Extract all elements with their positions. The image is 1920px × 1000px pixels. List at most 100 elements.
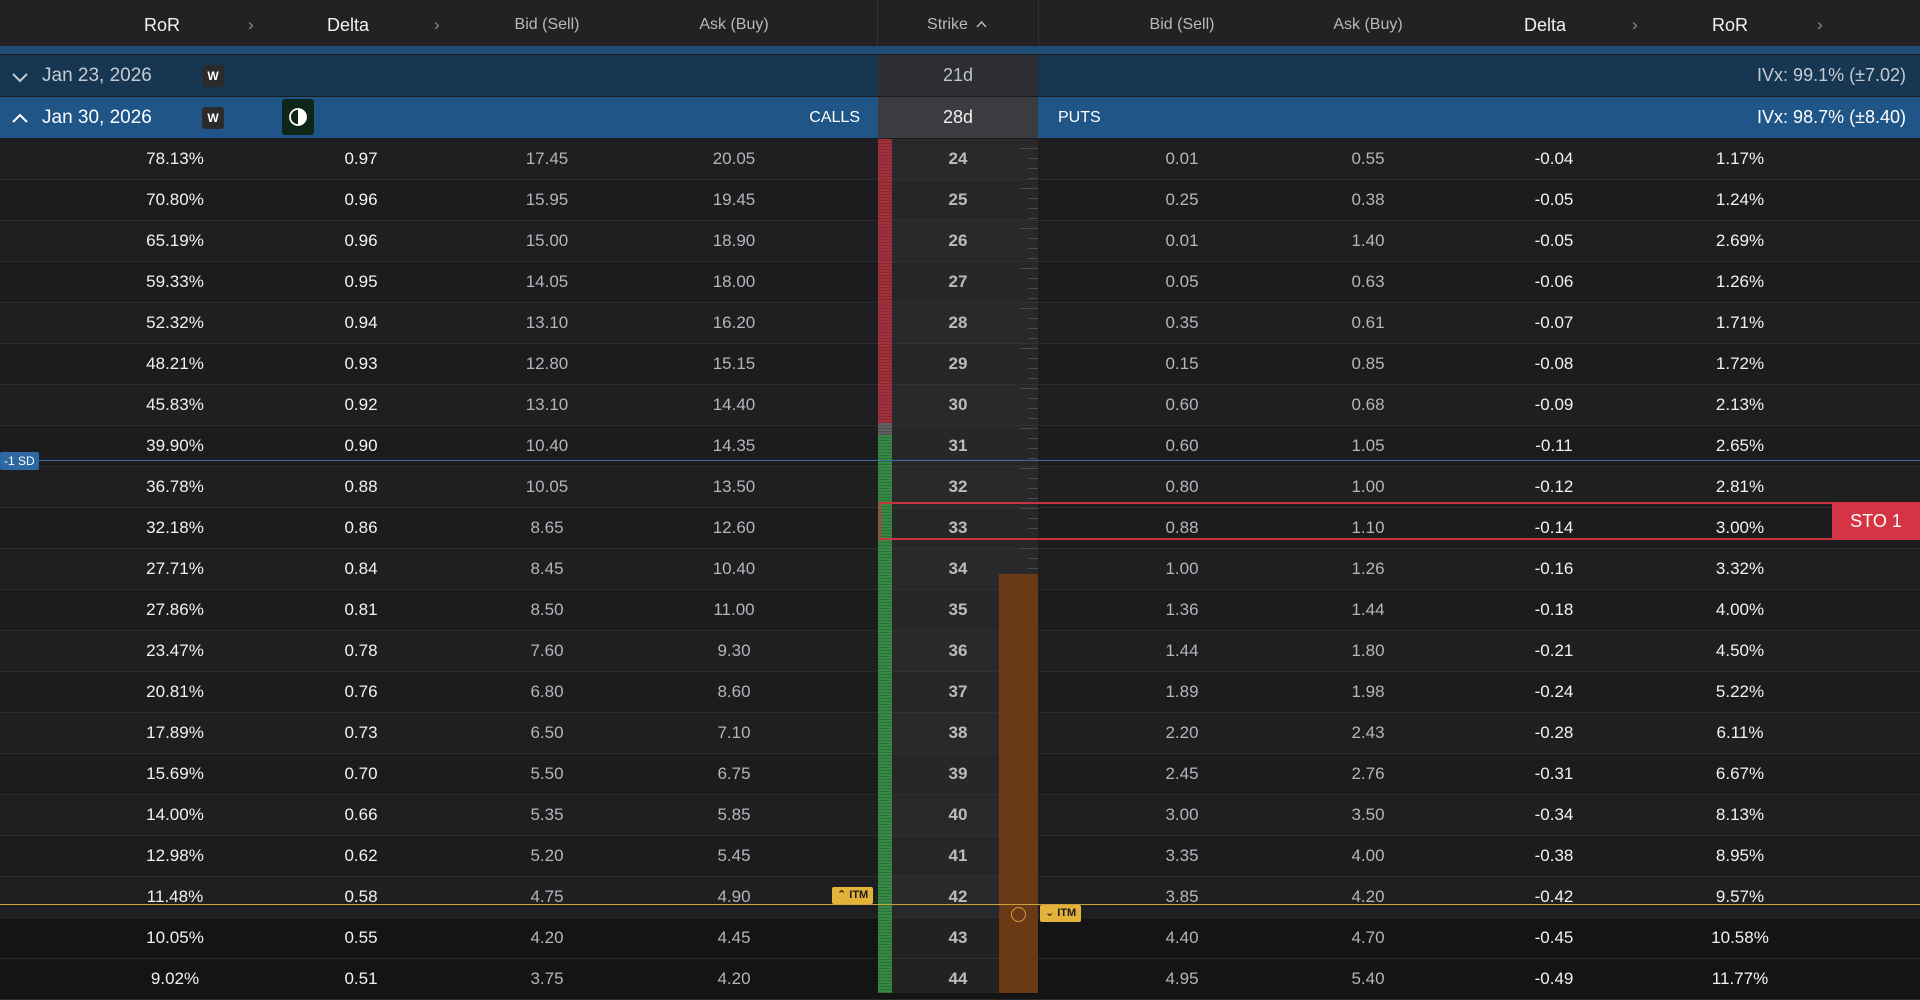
calls-ror-cell[interactable]: 59.33%: [146, 272, 204, 291]
calls-bid-cell[interactable]: 15.95: [525, 190, 569, 209]
puts-bid-cell[interactable]: 0.05: [1165, 272, 1199, 291]
calls-delta-cell[interactable]: 0.76: [344, 682, 378, 701]
puts-ror-cell[interactable]: 6.11%: [1716, 723, 1764, 742]
calls-ask-cell[interactable]: 4.45: [717, 928, 751, 947]
puts-ask-cell[interactable]: 5.40: [1351, 969, 1385, 988]
calls-ror-cell[interactable]: 9.02%: [150, 969, 200, 988]
puts-ask-cell[interactable]: 1.80: [1351, 641, 1385, 660]
sto-order-button[interactable]: STO 1: [1832, 502, 1920, 540]
calls-ask-cell[interactable]: 5.85: [717, 805, 751, 824]
calls-ask-cell[interactable]: 20.05: [712, 149, 756, 168]
puts-ror-cell[interactable]: 2.13%: [1715, 395, 1765, 414]
calls-bid-cell[interactable]: 17.45: [525, 149, 569, 168]
puts-ror-cell[interactable]: 3.32%: [1715, 559, 1765, 578]
calls-ror-cell[interactable]: 14.00%: [146, 805, 204, 824]
calls-delta-cell[interactable]: 0.94: [344, 313, 378, 332]
puts-ask-cell[interactable]: 0.85: [1351, 354, 1385, 373]
calls-delta-cell[interactable]: 0.93: [344, 354, 378, 373]
calls-ror-cell[interactable]: 48.21%: [146, 354, 204, 373]
puts-delta-cell[interactable]: -0.07: [1534, 313, 1574, 332]
puts-ask-cell[interactable]: 3.50: [1351, 805, 1385, 824]
calls-ror-cell[interactable]: 12.98%: [146, 846, 204, 865]
option-row[interactable]: 17.89% 0.73 6.50 7.10 38 2.20 2.43 -0.28 6.11%: [0, 713, 1920, 754]
calls-bid-cell[interactable]: 6.80: [530, 682, 564, 701]
calls-delta-cell[interactable]: 0.78: [344, 641, 378, 660]
calls-ror-chevron-icon[interactable]: ›: [248, 15, 254, 34]
calls-ror-cell[interactable]: 39.90%: [146, 436, 204, 455]
puts-bid-cell[interactable]: 0.25: [1165, 190, 1199, 209]
option-row[interactable]: 59.33% 0.95 14.05 18.00 27 0.05 0.63 -0.06 1.26%: [0, 262, 1920, 303]
chevron-up-icon[interactable]: [10, 109, 30, 129]
puts-bid-cell[interactable]: 0.60: [1165, 395, 1199, 414]
puts-bid-cell[interactable]: 0.88: [1165, 518, 1199, 537]
puts-delta-cell[interactable]: -0.04: [1534, 149, 1574, 168]
calls-ask-cell[interactable]: 18.00: [712, 272, 756, 291]
puts-bid-cell[interactable]: 0.35: [1165, 313, 1199, 332]
puts-ror-cell[interactable]: 8.13%: [1715, 805, 1765, 824]
puts-delta-cell[interactable]: -0.09: [1534, 395, 1574, 414]
calls-bid-cell[interactable]: 13.10: [525, 395, 569, 414]
option-row[interactable]: 27.71% 0.84 8.45 10.40 34 1.00 1.26 -0.16 3.32%: [0, 549, 1920, 590]
puts-ror-cell[interactable]: 1.26%: [1715, 272, 1765, 291]
puts-bid-cell[interactable]: 0.01: [1165, 149, 1199, 168]
calls-delta-cell[interactable]: 0.86: [344, 518, 378, 537]
puts-ask-cell[interactable]: 1.05: [1351, 436, 1385, 455]
puts-delta-cell[interactable]: -0.05: [1534, 231, 1574, 250]
puts-delta-cell[interactable]: -0.21: [1534, 641, 1574, 660]
calls-ror-cell[interactable]: 32.18%: [146, 518, 204, 537]
calls-bid-cell[interactable]: 4.20: [530, 928, 564, 947]
puts-ror-header[interactable]: RoR: [1711, 15, 1748, 35]
puts-ror-cell[interactable]: 9.57%: [1715, 887, 1765, 906]
puts-bid-cell[interactable]: 1.36: [1165, 600, 1199, 619]
calls-bid-cell[interactable]: 12.80: [525, 354, 569, 373]
puts-bid-cell[interactable]: 3.35: [1165, 846, 1199, 865]
calls-delta-cell[interactable]: 0.73: [344, 723, 378, 742]
calls-ror-cell[interactable]: 20.81%: [146, 682, 204, 701]
puts-ror-chevron-icon[interactable]: ›: [1817, 15, 1823, 34]
calls-ask-cell[interactable]: 19.45: [712, 190, 756, 209]
puts-ask-cell[interactable]: 1.98: [1351, 682, 1385, 701]
puts-ror-cell[interactable]: 11.77%: [1711, 969, 1769, 988]
puts-ask-cell[interactable]: 0.38: [1351, 190, 1385, 209]
calls-delta-cell[interactable]: 0.84: [344, 559, 378, 578]
puts-bid-cell[interactable]: 1.00: [1165, 559, 1199, 578]
calls-ask-cell[interactable]: 11.00: [713, 600, 755, 619]
calls-bid-cell[interactable]: 14.05: [525, 272, 569, 291]
puts-ask-cell[interactable]: 0.68: [1351, 395, 1385, 414]
calls-ror-cell[interactable]: 15.69%: [146, 764, 204, 783]
calls-bid-cell[interactable]: 4.75: [530, 887, 564, 906]
puts-ask-cell[interactable]: 0.55: [1351, 149, 1385, 168]
calls-bid-cell[interactable]: 8.50: [530, 600, 564, 619]
calls-ror-cell[interactable]: 45.83%: [146, 395, 204, 414]
calls-ask-cell[interactable]: 4.90: [717, 887, 751, 906]
option-row[interactable]: 20.81% 0.76 6.80 8.60 37 1.89 1.98 -0.24 5.22%: [0, 672, 1920, 713]
calls-delta-cell[interactable]: 0.88: [344, 477, 378, 496]
calls-bid-cell[interactable]: 5.35: [530, 805, 564, 824]
calls-ask-header[interactable]: Ask (Buy): [699, 16, 769, 33]
puts-delta-cell[interactable]: -0.06: [1534, 272, 1574, 291]
expiration-row-jan30[interactable]: Jan 30, 2026 W CALLS 28d PUTS IVx: 98.7%…: [0, 97, 1920, 138]
puts-ask-cell[interactable]: 2.76: [1351, 764, 1385, 783]
calls-bid-cell[interactable]: 6.50: [530, 723, 564, 742]
calls-delta-cell[interactable]: 0.95: [344, 272, 378, 291]
calls-ror-cell[interactable]: 36.78%: [146, 477, 204, 496]
calls-delta-cell[interactable]: 0.97: [344, 149, 378, 168]
puts-delta-cell[interactable]: -0.16: [1534, 559, 1574, 578]
puts-ror-cell[interactable]: 3.00%: [1715, 518, 1765, 537]
calls-bid-cell[interactable]: 13.10: [525, 313, 569, 332]
calls-bid-cell[interactable]: 8.65: [530, 518, 564, 537]
calls-bid-cell[interactable]: 3.75: [530, 969, 564, 988]
calls-delta-cell[interactable]: 0.66: [344, 805, 378, 824]
calls-ask-cell[interactable]: 8.60: [717, 682, 751, 701]
calls-ror-header[interactable]: RoR: [143, 15, 180, 35]
calls-ror-cell[interactable]: 10.05%: [146, 928, 204, 947]
puts-delta-cell[interactable]: -0.42: [1534, 887, 1574, 906]
puts-delta-cell[interactable]: -0.31: [1534, 764, 1574, 783]
calls-ror-cell[interactable]: 52.32%: [146, 313, 204, 332]
puts-delta-cell[interactable]: -0.08: [1534, 354, 1574, 373]
calls-ask-cell[interactable]: 18.90: [712, 231, 756, 250]
puts-ask-cell[interactable]: 4.00: [1351, 846, 1385, 865]
calls-ask-cell[interactable]: 12.60: [712, 518, 756, 537]
calls-ask-cell[interactable]: 10.40: [712, 559, 756, 578]
puts-ask-header[interactable]: Ask (Buy): [1333, 16, 1403, 33]
